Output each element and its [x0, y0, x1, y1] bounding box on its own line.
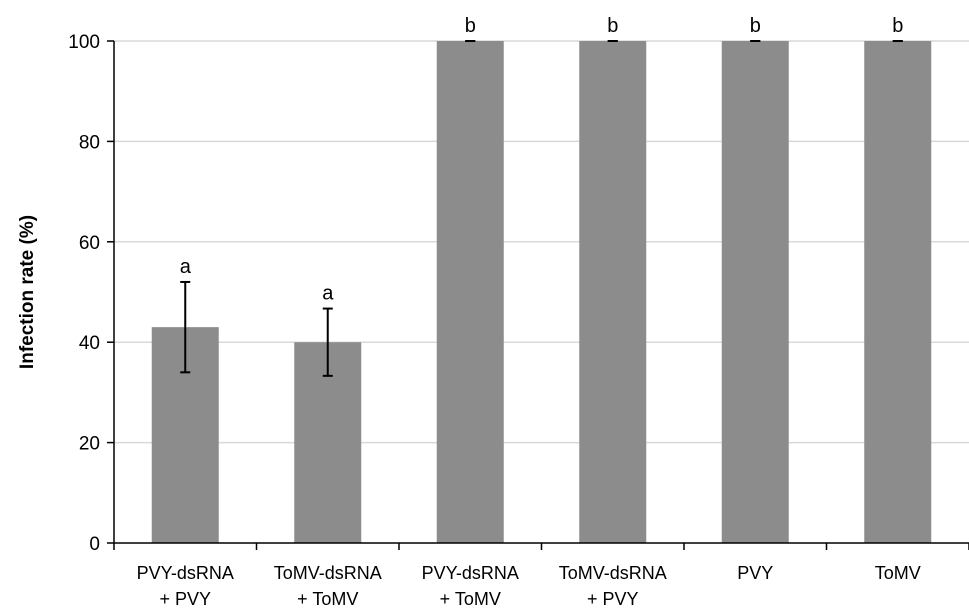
x-category-label: + PVY — [159, 589, 211, 609]
x-category-label: ToMV-dsRNA — [559, 563, 667, 583]
error-bars — [180, 40, 903, 377]
y-tick-label: 40 — [79, 333, 100, 354]
bar — [436, 41, 504, 543]
x-category-label: PVY-dsRNA — [422, 563, 519, 583]
gridlines — [114, 40, 969, 444]
y-tick-label: 100 — [68, 32, 100, 53]
significance-label: b — [750, 15, 761, 37]
y-axis-title: Infection rate (%) — [17, 215, 38, 369]
x-category-label: + PVY — [587, 589, 639, 609]
y-tick-label: 80 — [79, 132, 100, 153]
bar — [864, 41, 932, 543]
significance-label: b — [892, 15, 903, 37]
x-category-label: ToMV — [875, 563, 921, 583]
bars — [151, 41, 932, 543]
x-category-label: ToMV-dsRNA — [274, 563, 382, 583]
axes — [107, 40, 969, 550]
y-tick-label: 60 — [79, 233, 100, 254]
significance-label: a — [180, 256, 192, 278]
x-category-label: PVY — [737, 563, 773, 583]
y-tick-label: 0 — [89, 534, 100, 555]
significance-labels: a a b b b b — [180, 15, 904, 305]
y-tick-label: 20 — [79, 434, 100, 455]
bar — [579, 41, 647, 543]
significance-label: a — [322, 283, 334, 305]
significance-label: b — [465, 15, 476, 37]
x-category-label: PVY-dsRNA — [137, 563, 234, 583]
x-category-labels: PVY-dsRNA + PVY ToMV-dsRNA + ToMV PVY-dsRNA +… — [137, 563, 921, 609]
x-category-label: + ToMV — [440, 589, 501, 609]
x-category-label: + ToMV — [297, 589, 358, 609]
bar — [721, 41, 789, 543]
y-tick-labels: 0 20 40 60 80 100 — [68, 32, 100, 555]
significance-label: b — [607, 15, 618, 37]
